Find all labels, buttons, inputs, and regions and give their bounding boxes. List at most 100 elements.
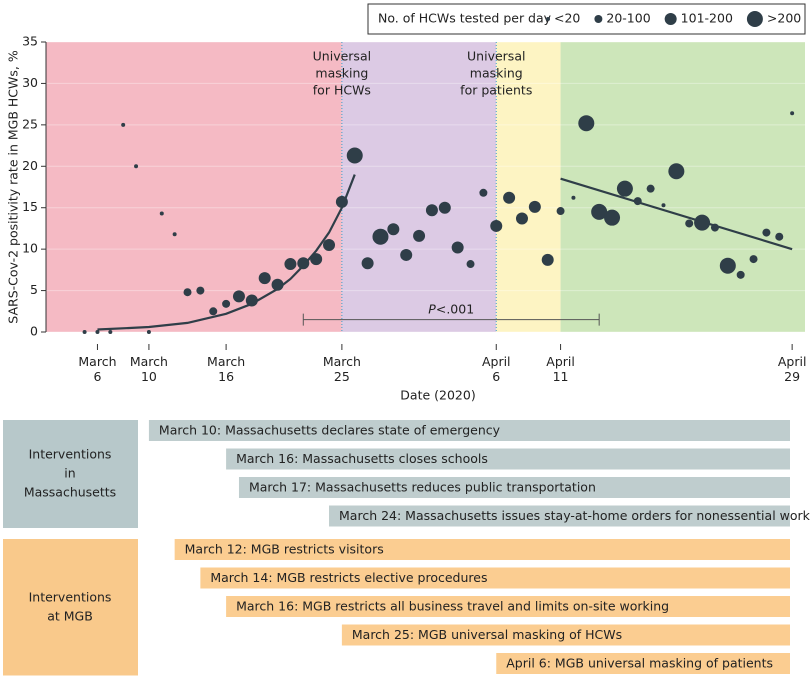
intervention-text: March 14: MGB restricts elective procedu… [210, 570, 487, 585]
legend-marker [594, 15, 603, 23]
data-point [719, 257, 736, 274]
group-label-box [3, 539, 138, 676]
data-point [668, 163, 685, 180]
data-point [335, 195, 348, 208]
intervention-text: March 12: MGB restricts visitors [185, 542, 384, 557]
data-point [121, 122, 126, 127]
annotation-text: Universal [467, 49, 525, 64]
data-point [633, 197, 642, 206]
data-point [762, 228, 771, 237]
data-point [95, 330, 100, 334]
legend-label: 101-200 [681, 11, 733, 26]
intervention-bar [148, 420, 790, 441]
x-tick-label-line: March [207, 354, 245, 369]
x-tick-label-line: April [546, 354, 575, 369]
data-point [451, 241, 464, 254]
data-point [503, 191, 516, 204]
data-point [710, 223, 719, 232]
data-point [387, 223, 400, 236]
data-point [694, 214, 711, 231]
data-point [284, 258, 297, 271]
annotation-text: for HCWs [313, 83, 371, 98]
legend-marker [546, 17, 550, 21]
x-tick-label: April 6 [482, 354, 511, 384]
data-point [616, 180, 633, 197]
intervention-text: March 24: Massachusetts issues stay-at-h… [339, 508, 810, 523]
data-point [310, 253, 323, 266]
x-tick-label: March 6 [78, 354, 116, 384]
intervention-bar [496, 653, 790, 674]
data-point [661, 203, 666, 208]
legend-label: 20-100 [606, 11, 650, 26]
p-text: <.001 [436, 301, 474, 316]
x-tick-label-line: April [482, 354, 511, 369]
intervention-text: March 16: Massachusetts closes schools [236, 451, 488, 466]
x-axis-label: Date (2020) [400, 388, 475, 403]
data-point [556, 207, 565, 216]
data-point [245, 294, 258, 307]
data-point [183, 288, 192, 297]
x-tick-label-line: 6 [492, 369, 500, 384]
phase-band [46, 42, 342, 332]
p-symbol: P [428, 301, 436, 316]
y-axis-label: SARS-Cov-2 positivity rate in MGB HCWs, … [6, 50, 21, 324]
data-point [82, 330, 87, 334]
data-point [479, 188, 488, 197]
data-point [346, 147, 363, 164]
annotation-text: masking [470, 66, 523, 81]
data-point [541, 253, 554, 266]
legend-label: >200 [767, 11, 801, 26]
group-label: Massachusetts [24, 485, 116, 500]
group-label-box [3, 420, 138, 528]
x-tick-label: March 25 [323, 354, 361, 384]
x-tick-label: April 11 [546, 354, 575, 384]
x-tick-label-line: 11 [553, 369, 569, 384]
data-point [790, 111, 795, 116]
annotation-text: Universal [313, 49, 371, 64]
phase-band [496, 42, 561, 332]
intervention-text: March 25: MGB universal masking of HCWs [352, 627, 622, 642]
data-point [578, 115, 595, 132]
data-point [591, 203, 608, 220]
data-point [400, 248, 413, 261]
data-point [685, 219, 694, 228]
intervention-bar [226, 596, 791, 617]
intervention-text: March 17: Massachusetts reduces public t… [249, 480, 596, 495]
data-point [297, 257, 310, 270]
intervention-bar [200, 567, 791, 589]
p-bracket [302, 313, 600, 326]
x-tick-label-line: 6 [93, 369, 101, 384]
x-tick-label: March 10 [130, 354, 168, 384]
intervention-bar [341, 624, 790, 646]
data-point [361, 257, 374, 270]
intervention-bar [226, 448, 791, 470]
x-tick-label-line: March [78, 354, 116, 369]
y-tick-label: 5 [30, 282, 38, 297]
data-point [425, 204, 438, 217]
y-tick-label: 25 [22, 116, 38, 131]
data-point [571, 195, 576, 200]
phase-band [341, 42, 497, 332]
data-point [108, 330, 113, 334]
legend-marker [746, 11, 763, 27]
data-point [134, 164, 139, 169]
data-point [604, 209, 621, 226]
data-point [232, 290, 245, 303]
data-point [372, 228, 389, 245]
data-point [172, 232, 177, 237]
data-point [258, 272, 271, 285]
x-tick-label-line: March [323, 354, 361, 369]
intervention-bar [238, 477, 791, 498]
intervention-bar [329, 505, 790, 527]
y-tick-label: 10 [22, 241, 38, 256]
legend-label: <20 [554, 11, 580, 26]
intervention-text: March 16: MGB restricts all business tra… [236, 599, 669, 614]
data-point [222, 299, 231, 308]
data-point [146, 330, 151, 334]
data-point [490, 219, 503, 232]
intervention-bar [174, 539, 791, 560]
trend-line [97, 174, 356, 331]
x-tick-label-line: 29 [784, 369, 800, 384]
data-point [749, 255, 758, 264]
data-point [775, 232, 784, 241]
